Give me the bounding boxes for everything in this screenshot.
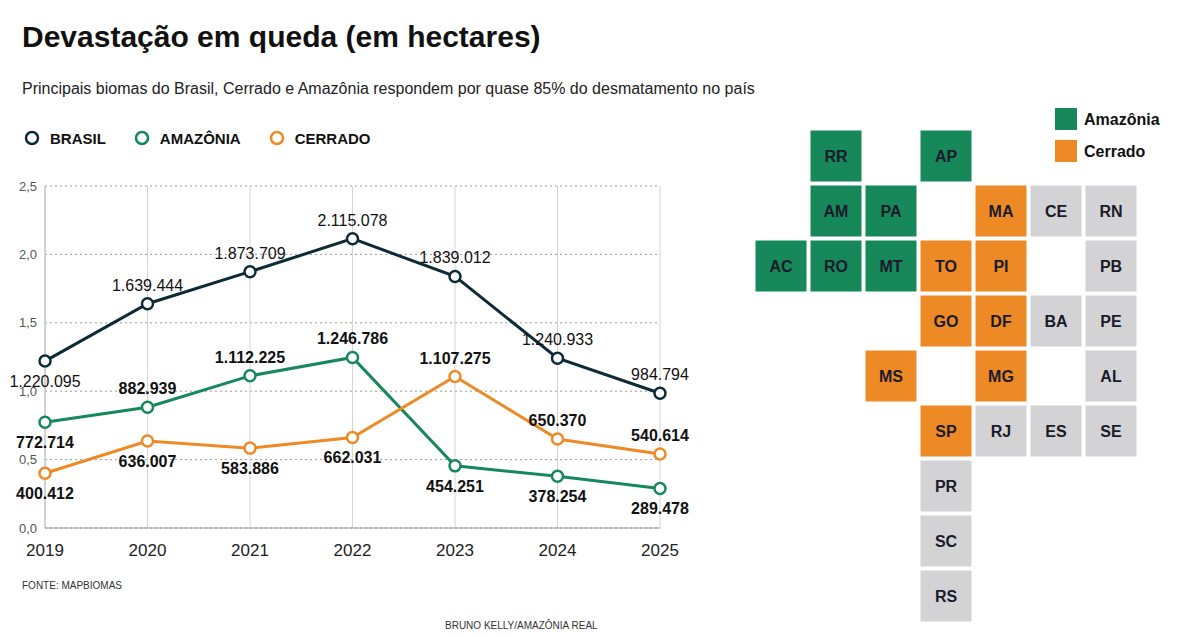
- svg-text:0,0: 0,0: [19, 521, 37, 536]
- svg-text:MG: MG: [988, 368, 1014, 385]
- svg-text:MA: MA: [989, 203, 1014, 220]
- svg-text:1.839.012: 1.839.012: [419, 249, 490, 266]
- svg-text:400.412: 400.412: [16, 485, 74, 502]
- svg-text:1.246.786: 1.246.786: [317, 330, 388, 347]
- svg-text:0,5: 0,5: [19, 452, 37, 467]
- svg-text:2022: 2022: [334, 541, 372, 560]
- svg-text:ES: ES: [1045, 423, 1067, 440]
- svg-text:CE: CE: [1045, 203, 1068, 220]
- svg-text:1.240.933: 1.240.933: [522, 331, 593, 348]
- html-text:BRUNO KELLY/AMAZÔNIA REAL: BRUNO KELLY/AMAZÔNIA REAL: [445, 620, 598, 631]
- svg-text:583.886: 583.886: [221, 460, 279, 477]
- svg-text:DF: DF: [990, 313, 1012, 330]
- svg-text:2.115.078: 2.115.078: [318, 212, 388, 229]
- svg-text:984.794: 984.794: [631, 366, 689, 383]
- svg-text:882.939: 882.939: [119, 380, 177, 397]
- svg-text:RN: RN: [1099, 203, 1122, 220]
- svg-text:GO: GO: [934, 313, 959, 330]
- svg-text:1.107.275: 1.107.275: [419, 350, 490, 367]
- svg-text:RR: RR: [824, 148, 848, 165]
- svg-text:1.220.095: 1.220.095: [9, 373, 80, 390]
- svg-text:2020: 2020: [129, 541, 167, 560]
- svg-text:540.614: 540.614: [631, 427, 689, 444]
- html-text:Principais biomas do Brasil, C: Principais biomas do Brasil, Cerrado e A…: [22, 80, 755, 97]
- svg-text:TO: TO: [935, 258, 957, 275]
- svg-text:AM: AM: [824, 203, 849, 220]
- html-text:AMAZÔNIA: AMAZÔNIA: [159, 129, 241, 147]
- svg-text:PE: PE: [1100, 313, 1122, 330]
- svg-text:636.007: 636.007: [119, 453, 177, 470]
- svg-text:AP: AP: [935, 148, 958, 165]
- svg-text:1.639.444: 1.639.444: [112, 277, 183, 294]
- svg-text:2021: 2021: [231, 541, 269, 560]
- svg-text:MT: MT: [879, 258, 902, 275]
- svg-text:BA: BA: [1044, 313, 1068, 330]
- svg-text:SC: SC: [935, 533, 958, 550]
- svg-text:1,5: 1,5: [19, 315, 37, 330]
- svg-text:PR: PR: [935, 478, 958, 495]
- svg-text:2023: 2023: [436, 541, 474, 560]
- svg-text:Cerrado: Cerrado: [1084, 143, 1146, 160]
- html-text:FONTE: MAPBIOMAS: FONTE: MAPBIOMAS: [22, 580, 122, 591]
- html-text:BRASIL: BRASIL: [50, 129, 106, 147]
- svg-text:MS: MS: [879, 368, 903, 385]
- svg-text:PB: PB: [1100, 258, 1122, 275]
- svg-text:PA: PA: [880, 203, 901, 220]
- svg-text:SE: SE: [1100, 423, 1122, 440]
- svg-text:AL: AL: [1100, 368, 1122, 385]
- svg-text:2,0: 2,0: [19, 247, 37, 262]
- svg-text:289.478: 289.478: [631, 500, 689, 517]
- svg-text:378.254: 378.254: [529, 488, 587, 505]
- svg-text:RO: RO: [824, 258, 848, 275]
- svg-text:2,5: 2,5: [19, 179, 37, 194]
- svg-text:2024: 2024: [539, 541, 577, 560]
- svg-text:RJ: RJ: [991, 423, 1011, 440]
- svg-text:RS: RS: [935, 588, 958, 605]
- svg-text:2019: 2019: [26, 541, 64, 560]
- svg-text:662.031: 662.031: [324, 449, 382, 466]
- svg-text:650.370: 650.370: [529, 412, 587, 429]
- svg-text:2025: 2025: [641, 541, 679, 560]
- html-text:Devastação em queda (em hectar: Devastação em queda (em hectares): [22, 20, 541, 53]
- svg-text:1.112.225: 1.112.225: [215, 349, 285, 366]
- svg-text:AC: AC: [769, 258, 793, 275]
- svg-text:1,0: 1,0: [18, 383, 37, 399]
- svg-text:Amazônia: Amazônia: [1084, 111, 1160, 128]
- svg-text:SP: SP: [935, 423, 957, 440]
- svg-text:454.251: 454.251: [426, 478, 484, 495]
- svg-text:772.714: 772.714: [16, 434, 74, 451]
- svg-text:1.873.709: 1.873.709: [214, 245, 285, 262]
- html-text:CERRADO: CERRADO: [294, 129, 371, 147]
- svg-text:PI: PI: [993, 258, 1008, 275]
